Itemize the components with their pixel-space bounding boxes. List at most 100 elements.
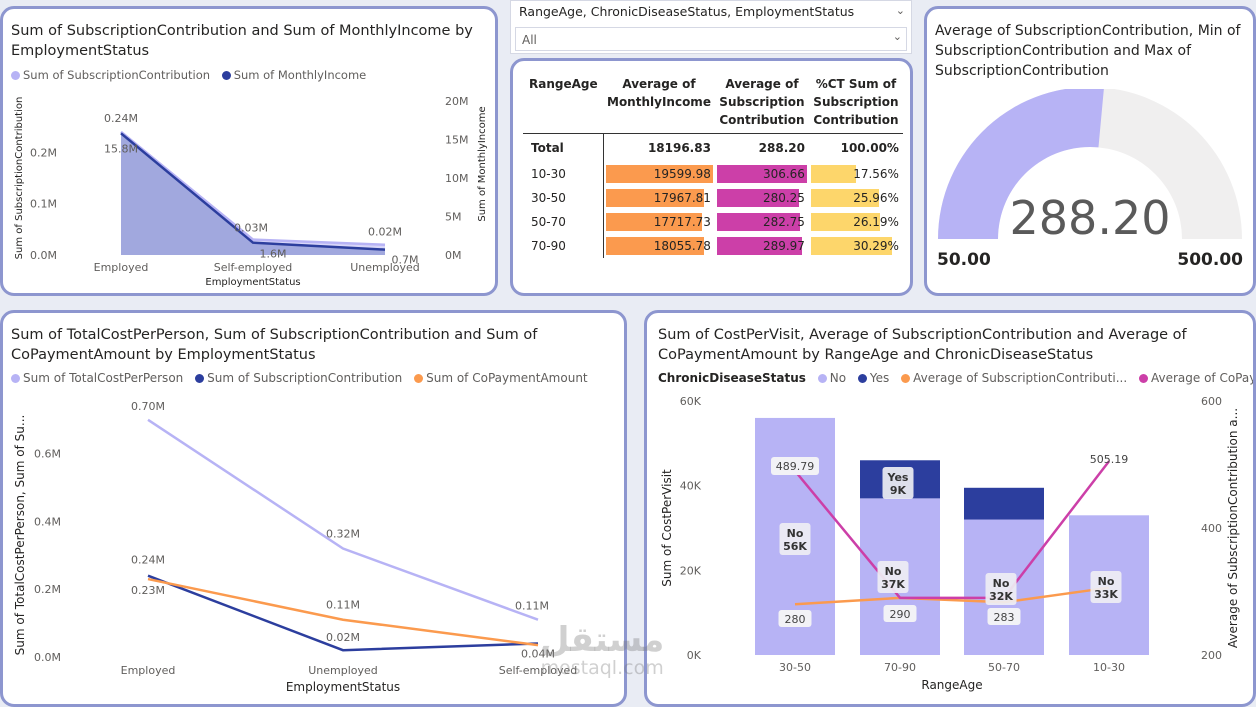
table-row[interactable]: 50-70 17717.73 282.75 26.19% [523, 210, 903, 234]
data-label: 56K [783, 540, 807, 553]
legend-item[interactable]: Sum of SubscriptionContribution [11, 68, 210, 82]
data-bar [810, 165, 857, 183]
cell: 18196.83 [602, 133, 715, 162]
y-axis-title: Sum of TotalCostPerPerson, Sum of Su... [13, 415, 27, 656]
y-tick-label: 20K [680, 564, 702, 577]
chart-costpervisit-rangeage[interactable]: Sum of CostPerVisit, Average of Subscrip… [644, 310, 1256, 707]
column-header[interactable]: RangeAge [529, 77, 598, 91]
x-axis-title: EmploymentStatus [286, 680, 400, 694]
data-label-box [1090, 571, 1122, 603]
data-bar [605, 213, 703, 231]
x-tick-label: Unemployed [308, 664, 378, 677]
chevron-down-icon[interactable]: ⌄ [895, 4, 905, 17]
chart4-title: Sum of CostPerVisit, Average of Subscrip… [658, 327, 1187, 363]
cell: 289.97 [715, 234, 809, 258]
y-tick-label: 60K [680, 395, 702, 408]
y2-tick-label: 200 [1201, 649, 1222, 662]
y-tick-label: 0.1M [30, 198, 57, 211]
legend-item[interactable]: No [817, 371, 846, 385]
chart-cost-subscription-copayment[interactable]: Sum of TotalCostPerPerson, Sum of Subscr… [0, 310, 627, 707]
series-area-income [121, 133, 385, 255]
x-axis-title: RangeAge [921, 678, 982, 692]
y2-tick-label: 400 [1201, 522, 1222, 535]
matrix-table: RangeAge Average of MonthlyIncome Averag… [523, 73, 903, 258]
row-label: 50-70 [531, 215, 566, 229]
y2-tick-label: 0M [445, 249, 462, 262]
legend-item[interactable]: Sum of MonthlyIncome [221, 68, 366, 82]
series-line-avg-copayment [794, 460, 1110, 600]
y2-tick-label: 20M [445, 95, 469, 108]
data-label-box [985, 573, 1017, 605]
data-label-box [987, 608, 1021, 625]
legend-item[interactable]: Yes [857, 371, 889, 385]
row-label: 10-30 [531, 167, 566, 181]
data-bar [716, 165, 807, 183]
data-label-box [882, 467, 914, 499]
legend-item[interactable]: Sum of SubscriptionContribution [195, 371, 402, 385]
chart-subscription-income[interactable]: Sum of SubscriptionContribution and Sum … [0, 6, 498, 296]
column-header[interactable]: Average of MonthlyIncome [607, 77, 711, 109]
y-tick-label: 0K [687, 649, 702, 662]
series-line-copayment [147, 577, 539, 647]
cell: 280.25 [715, 186, 809, 210]
y2-axis-title: Sum of MonthlyIncome [477, 106, 488, 221]
data-label: 0.70M [131, 400, 165, 413]
cell: 18055.78 [602, 234, 715, 258]
y-tick-label: 0.0M [34, 651, 61, 664]
data-bar [605, 189, 704, 207]
legend-item[interactable]: Average of CoPayme... [1138, 371, 1253, 385]
y-tick-label: 40K [680, 480, 702, 493]
cell: 17.56% [809, 162, 903, 186]
column-header[interactable]: %CT Sum of Subscription Contribution [813, 77, 899, 127]
legend-item[interactable]: Average of SubscriptionContributi... [901, 371, 1127, 385]
gauge-card[interactable]: Average of SubscriptionContribution, Min… [924, 6, 1256, 296]
data-label: 33K [1094, 588, 1118, 601]
cell: 19599.98 [602, 162, 715, 186]
table-row[interactable]: 70-90 18055.78 289.97 30.29% [523, 234, 903, 258]
series-line-totalcost [147, 418, 539, 621]
slicer-dropdown[interactable]: All ⌄ [515, 27, 907, 51]
gauge-title: Average of SubscriptionContribution, Min… [935, 23, 1241, 79]
data-bar [605, 165, 713, 183]
bar-yes [964, 487, 1044, 520]
data-bar [716, 213, 800, 231]
data-bar [716, 237, 802, 255]
chart4-legend: ChronicDiseaseStatus No Yes Average of S… [658, 371, 1253, 385]
x-axis-title: EmploymentStatus [205, 277, 300, 288]
filter-slicer[interactable]: RangeAge, ChronicDiseaseStatus, Employme… [510, 0, 912, 54]
table-row[interactable]: 10-30 19599.98 306.66 17.56% [523, 162, 903, 186]
y2-axis-title: Average of SubscriptionContribution a... [1226, 408, 1240, 648]
chart3-plot: 0.0M 0.2M 0.4M 0.6M 0.70M 0.32M 0.11M 0.24M 0.02… [13, 400, 578, 694]
matrix-table-card: RangeAge Average of MonthlyIncome Averag… [510, 58, 913, 296]
data-label: No [787, 527, 804, 540]
y-tick-label: 0.2M [30, 146, 57, 159]
cell: 17717.73 [602, 210, 715, 234]
chevron-down-icon[interactable]: ⌄ [892, 30, 902, 43]
y2-tick-label: 10M [445, 172, 469, 185]
x-tick-label: Self-employed [499, 664, 578, 677]
gauge-value: 288.20 [1010, 191, 1171, 245]
table-row[interactable]: 30-50 17967.81 280.25 25.96% [523, 186, 903, 210]
series-line-avg-subscription [794, 586, 1110, 606]
x-tick-label: 10-30 [1093, 661, 1125, 674]
gauge-plot: 288.20 50.00 500.00 [937, 89, 1243, 270]
data-label: 290 [890, 608, 911, 621]
data-label-box [883, 605, 917, 622]
row-label: 30-50 [531, 191, 566, 205]
data-label-box [779, 523, 811, 555]
data-label: 0.04M [521, 647, 555, 660]
x-tick-label: Employed [121, 664, 176, 677]
chart1-title: Sum of SubscriptionContribution and Sum … [11, 23, 473, 59]
legend-item[interactable]: Sum of TotalCostPerPerson [11, 371, 183, 385]
data-label-box [877, 561, 909, 593]
x-tick-label: Employed [94, 261, 149, 274]
data-label: 0.02M [368, 226, 402, 239]
legend-item[interactable]: Sum of CoPaymentAmount [414, 371, 588, 385]
data-label: 32K [989, 590, 1013, 603]
data-label: 489.79 [776, 460, 815, 473]
data-label: 15.8M [104, 142, 138, 155]
data-label: 1.6M [260, 248, 287, 261]
column-header[interactable]: Average of Subscription Contribution [719, 77, 805, 127]
y-axis-title: Sum of SubscriptionContribution [14, 97, 25, 260]
gauge-max: 500.00 [1177, 250, 1243, 270]
